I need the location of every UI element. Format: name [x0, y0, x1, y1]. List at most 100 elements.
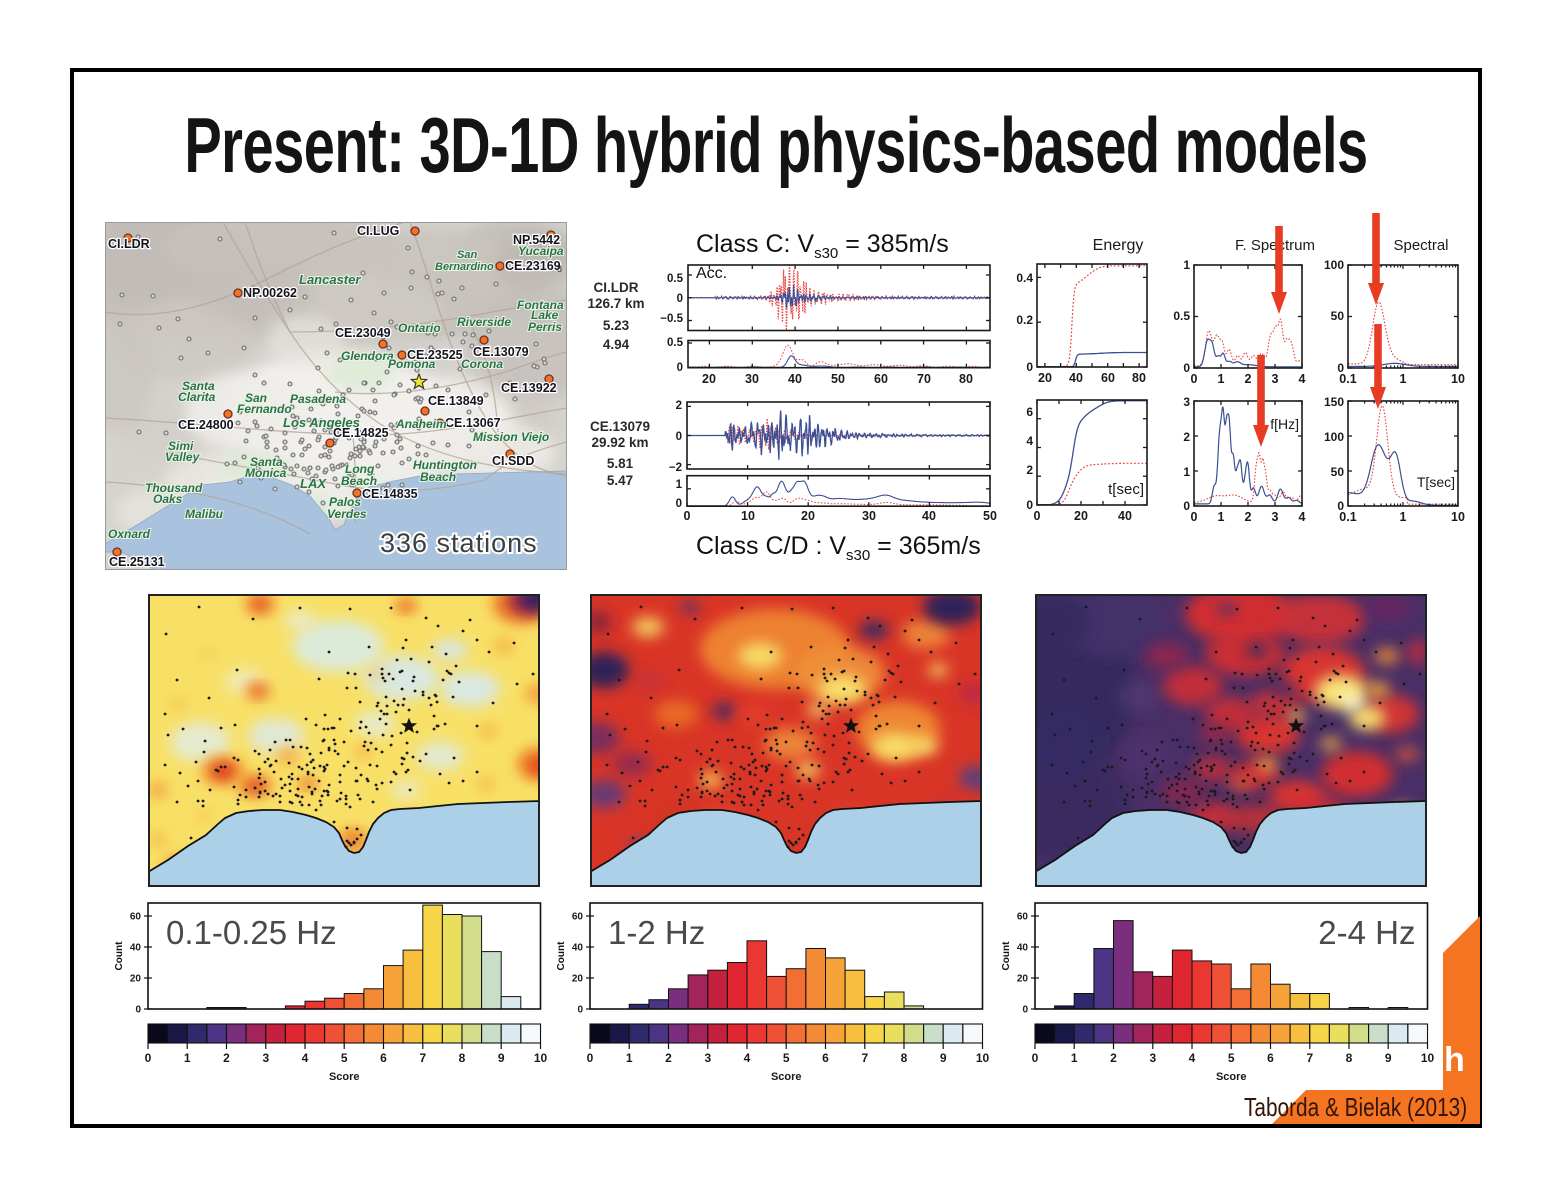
svg-text:5.81: 5.81	[607, 456, 634, 471]
svg-text:San: San	[245, 391, 267, 405]
svg-text:1: 1	[1218, 510, 1225, 524]
svg-text:4: 4	[1026, 434, 1033, 448]
svg-text:CE.14825: CE.14825	[333, 426, 389, 440]
svg-text:CI.SDD: CI.SDD	[492, 454, 534, 468]
svg-text:1: 1	[184, 1051, 191, 1065]
svg-text:40: 40	[788, 372, 802, 386]
svg-text:Acc.: Acc.	[696, 265, 727, 282]
svg-text:336 stations: 336 stations	[380, 528, 538, 558]
svg-text:Spectral: Spectral	[1393, 237, 1448, 254]
svg-text:10: 10	[1451, 510, 1465, 524]
svg-text:Beach: Beach	[420, 470, 456, 484]
svg-text:1: 1	[1400, 372, 1407, 386]
svg-text:1: 1	[626, 1051, 633, 1065]
svg-text:Long: Long	[345, 462, 375, 476]
svg-text:6: 6	[822, 1051, 829, 1065]
svg-text:80: 80	[1132, 371, 1146, 385]
svg-text:Mission Viejo: Mission Viejo	[473, 430, 549, 444]
svg-text:CI.LDR: CI.LDR	[108, 237, 150, 251]
svg-text:Los Angeles: Los Angeles	[283, 415, 360, 430]
svg-text:8: 8	[459, 1051, 466, 1065]
svg-text:CE.13849: CE.13849	[428, 394, 484, 408]
svg-text:1: 1	[1183, 465, 1190, 479]
svg-text:70: 70	[917, 372, 931, 386]
svg-text:7: 7	[1306, 1051, 1313, 1065]
svg-text:Pasadena: Pasadena	[290, 392, 346, 406]
svg-text:40: 40	[922, 509, 936, 523]
svg-text:4: 4	[1189, 1051, 1196, 1065]
svg-text:4: 4	[1299, 510, 1306, 524]
svg-text:50: 50	[1331, 309, 1345, 323]
svg-text:Count: Count	[114, 941, 125, 971]
svg-text:CE.23525: CE.23525	[407, 348, 463, 362]
svg-text:2: 2	[1245, 372, 1252, 386]
svg-text:Glendora: Glendora	[341, 349, 394, 363]
svg-text:CE.24800: CE.24800	[178, 418, 234, 432]
svg-text:2: 2	[1245, 510, 1252, 524]
svg-text:20: 20	[1074, 509, 1088, 523]
svg-text:100: 100	[1324, 258, 1344, 272]
svg-text:30: 30	[745, 372, 759, 386]
svg-text:2: 2	[1110, 1051, 1117, 1065]
svg-text:T[sec]: T[sec]	[1417, 474, 1455, 490]
svg-text:Malibu: Malibu	[185, 507, 224, 521]
svg-text:Class C: Vs30 = 385m/s: Class C: Vs30 = 385m/s	[696, 230, 949, 262]
svg-text:Clarita: Clarita	[178, 390, 216, 404]
svg-text:40: 40	[1017, 943, 1029, 954]
svg-text:Simi: Simi	[168, 439, 194, 453]
svg-text:10: 10	[1451, 372, 1465, 386]
svg-text:2: 2	[676, 400, 682, 412]
svg-text:0: 0	[135, 1005, 141, 1016]
svg-text:80: 80	[959, 372, 973, 386]
svg-text:2: 2	[223, 1051, 230, 1065]
svg-text:40: 40	[130, 943, 142, 954]
svg-text:CE.23049: CE.23049	[335, 326, 391, 340]
svg-text:Count: Count	[1001, 941, 1012, 971]
svg-text:10: 10	[741, 509, 755, 523]
svg-text:CI.LUG: CI.LUG	[357, 224, 399, 238]
svg-text:San: San	[457, 249, 477, 261]
svg-text:20: 20	[801, 509, 815, 523]
svg-text:150: 150	[1324, 395, 1344, 409]
svg-text:0.1: 0.1	[1339, 372, 1356, 386]
svg-text:5: 5	[1228, 1051, 1235, 1065]
svg-text:0: 0	[1183, 361, 1190, 375]
svg-text:0: 0	[587, 1051, 594, 1065]
svg-text:Score: Score	[1216, 1071, 1247, 1083]
svg-text:0.4: 0.4	[1016, 271, 1033, 285]
svg-text:126.7 km: 126.7 km	[587, 296, 644, 311]
svg-text:5: 5	[341, 1051, 348, 1065]
svg-text:0: 0	[1337, 499, 1344, 513]
svg-text:1: 1	[1400, 510, 1407, 524]
svg-text:6: 6	[380, 1051, 387, 1065]
svg-text:Bernardino: Bernardino	[435, 261, 494, 273]
svg-text:9: 9	[1385, 1051, 1392, 1065]
svg-text:2: 2	[1183, 430, 1190, 444]
svg-text:9: 9	[940, 1051, 947, 1065]
svg-text:10: 10	[534, 1051, 548, 1065]
svg-text:50: 50	[1331, 465, 1345, 479]
svg-text:LAX: LAX	[300, 476, 327, 491]
svg-text:40: 40	[1118, 509, 1132, 523]
svg-text:50: 50	[983, 509, 997, 523]
svg-text:F. Spectrum: F. Spectrum	[1235, 237, 1315, 254]
svg-text:60: 60	[572, 912, 584, 923]
svg-text:Verdes: Verdes	[327, 507, 367, 521]
svg-text:Santa: Santa	[182, 379, 215, 393]
svg-text:4: 4	[302, 1051, 309, 1065]
svg-text:5.47: 5.47	[607, 473, 633, 488]
svg-text:10: 10	[1421, 1051, 1435, 1065]
svg-text:Huntington: Huntington	[413, 458, 477, 472]
svg-text:0.5: 0.5	[667, 273, 684, 285]
svg-text:4: 4	[744, 1051, 751, 1065]
svg-text:60: 60	[1017, 912, 1029, 923]
svg-text:CE.13922: CE.13922	[501, 381, 557, 395]
svg-text:3: 3	[262, 1051, 269, 1065]
svg-text:6: 6	[1026, 405, 1033, 419]
svg-text:0: 0	[1026, 498, 1033, 512]
svg-text:Fernando: Fernando	[237, 402, 292, 416]
svg-text:20: 20	[1017, 974, 1029, 985]
svg-text:0: 0	[677, 362, 683, 374]
svg-text:20: 20	[572, 974, 584, 985]
svg-text:0: 0	[1034, 509, 1041, 523]
